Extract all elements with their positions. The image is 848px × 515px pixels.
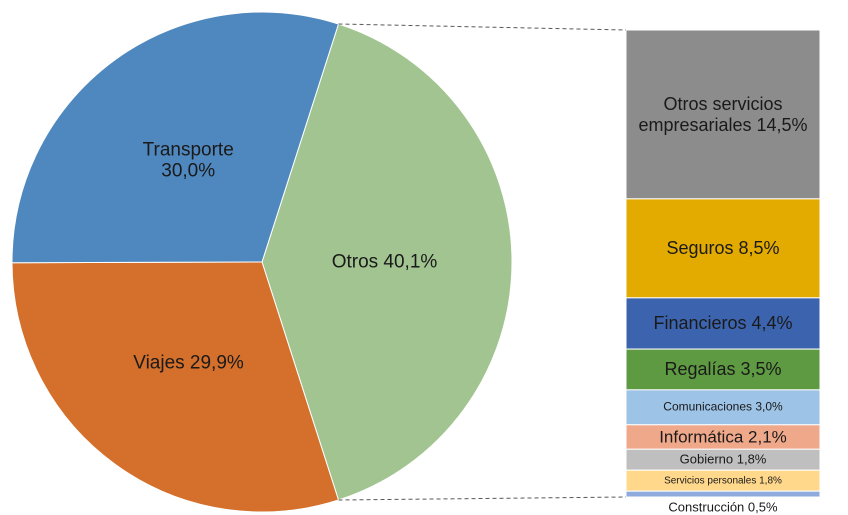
label-value: 0,5% bbox=[747, 499, 778, 515]
data-label: Servicios personales 1,8% bbox=[623, 475, 823, 486]
label-value: 1,8% bbox=[759, 475, 782, 487]
label-name: Otros bbox=[331, 251, 379, 273]
label-value: 1,8% bbox=[736, 451, 767, 467]
label-value: 3,0% bbox=[755, 399, 783, 414]
label-name: Comunicaciones bbox=[663, 399, 752, 414]
label-name: Viajes bbox=[133, 352, 185, 374]
data-label: Regalías 3,5% bbox=[623, 359, 823, 379]
label-name: Informática bbox=[659, 427, 744, 447]
bar-segment bbox=[625, 198, 821, 299]
label-value: 30,0% bbox=[161, 161, 216, 183]
data-label: Comunicaciones 3,0% bbox=[623, 399, 823, 414]
pie-slice bbox=[261, 23, 513, 501]
label-value: 8,5% bbox=[738, 238, 780, 259]
connector-line bbox=[338, 23, 627, 31]
bar-segment bbox=[625, 29, 821, 200]
label-name: Seguros bbox=[666, 238, 734, 259]
label-name: Transporte bbox=[142, 139, 234, 161]
data-label: Gobierno 1,8% bbox=[623, 452, 823, 467]
label-value: 14,5% bbox=[756, 114, 808, 135]
label-name: Construcción bbox=[668, 499, 745, 515]
label-value: 4,4% bbox=[751, 313, 793, 334]
data-label: Transporte 30,0% bbox=[133, 140, 243, 183]
label-value: 2,1% bbox=[748, 427, 787, 447]
label-value: 3,5% bbox=[740, 359, 782, 380]
data-label: Seguros 8,5% bbox=[623, 238, 823, 258]
data-label: Informática 2,1% bbox=[623, 428, 823, 447]
pie-slice bbox=[11, 261, 340, 513]
data-label: Otros 40,1% bbox=[285, 251, 485, 272]
data-label: Financieros 4,4% bbox=[653, 313, 793, 333]
label-name: Financieros bbox=[653, 313, 747, 334]
label-value: 40,1% bbox=[383, 251, 438, 273]
label-name: Servicios personales bbox=[664, 475, 757, 487]
data-label: Construcción 0,5% bbox=[623, 499, 823, 515]
label-name: Regalías bbox=[664, 359, 736, 380]
label-value: 29,9% bbox=[189, 352, 244, 374]
data-label: Otros servicios empresariales 14,5% bbox=[638, 94, 808, 134]
data-label: Viajes 29,9% bbox=[119, 352, 259, 373]
bar-segment bbox=[625, 490, 821, 498]
bar-segment bbox=[625, 424, 821, 450]
connector-line bbox=[338, 496, 627, 501]
pie-slice bbox=[11, 11, 340, 264]
label-name: Gobierno bbox=[679, 451, 734, 467]
label-name: Otros servicios empresariales bbox=[638, 94, 783, 135]
